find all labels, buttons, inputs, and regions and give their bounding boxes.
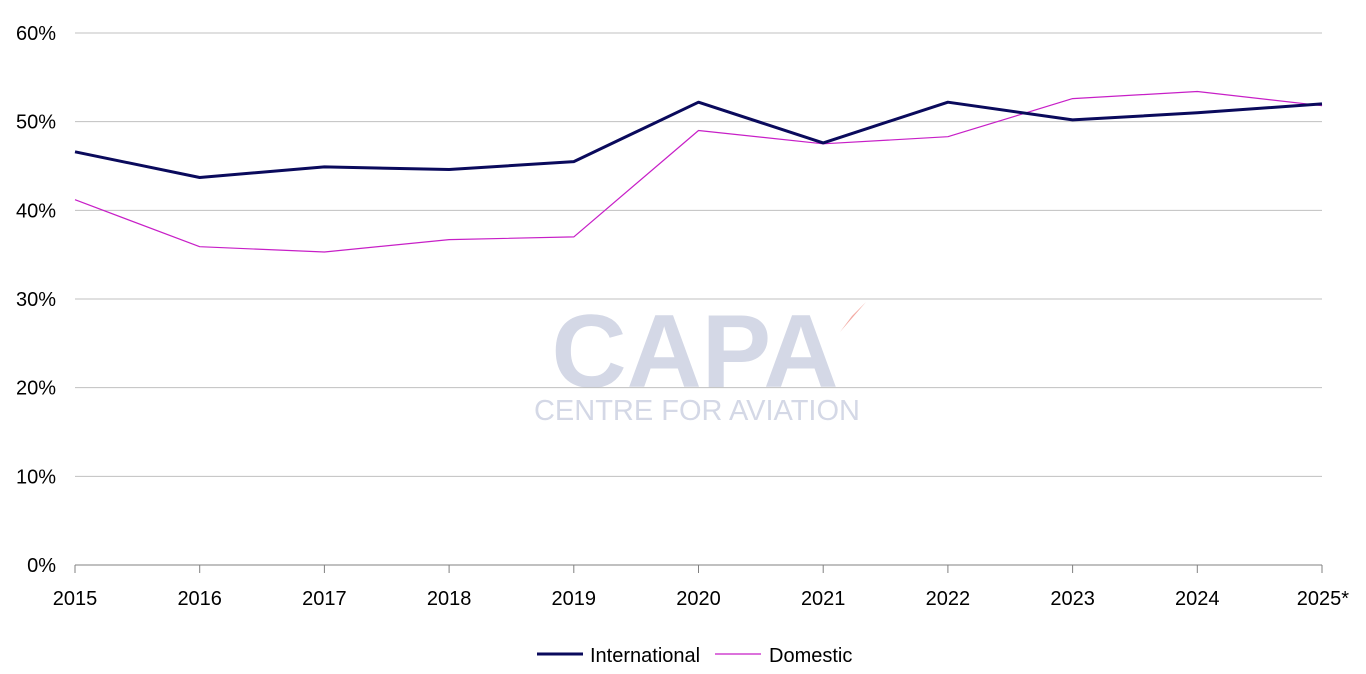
x-tick-label: 2018 bbox=[427, 588, 472, 610]
x-tick-label: 2023 bbox=[1050, 588, 1095, 610]
watermark-logo: CAPA bbox=[552, 294, 839, 410]
x-tick-label: 2020 bbox=[676, 588, 721, 610]
x-tick-label: 2022 bbox=[926, 588, 971, 610]
capa-watermark: CAPA CENTRE FOR AVIATION bbox=[534, 294, 866, 427]
series-line-domestic bbox=[74, 90, 1323, 253]
gridlines bbox=[75, 32, 1322, 477]
watermark-tagline: CENTRE FOR AVIATION bbox=[534, 395, 860, 427]
y-tick-label: 10% bbox=[16, 466, 56, 488]
watermark-swoosh-icon bbox=[840, 302, 866, 332]
y-tick-label: 60% bbox=[16, 23, 56, 45]
x-tick-label: 2017 bbox=[302, 588, 347, 610]
x-tick-label: 2019 bbox=[552, 588, 597, 610]
x-tick-label: 2015 bbox=[53, 588, 98, 610]
legend-label-domestic: Domestic bbox=[769, 645, 852, 667]
y-tick-label: 40% bbox=[16, 200, 56, 222]
x-tick-label: 2024 bbox=[1175, 588, 1220, 610]
x-axis: 2015 2016 2017 2018 2019 2020 2021 2022 2023 2024… bbox=[53, 564, 1349, 610]
x-tick-label: 2016 bbox=[177, 588, 222, 610]
y-axis-ticks: 0% 10% 20% 30% 40% 50% 60% bbox=[16, 23, 56, 577]
y-tick-label: 50% bbox=[16, 112, 56, 134]
y-tick-label: 20% bbox=[16, 378, 56, 400]
series-lines bbox=[74, 90, 1323, 253]
legend-label-international: International bbox=[590, 645, 700, 667]
legend: International Domestic bbox=[537, 645, 852, 667]
x-tick-label: 2025* bbox=[1297, 588, 1349, 610]
series-line-international bbox=[74, 100, 1323, 179]
y-tick-label: 30% bbox=[16, 289, 56, 311]
x-tick-label: 2021 bbox=[801, 588, 846, 610]
y-tick-label: 0% bbox=[27, 555, 56, 577]
